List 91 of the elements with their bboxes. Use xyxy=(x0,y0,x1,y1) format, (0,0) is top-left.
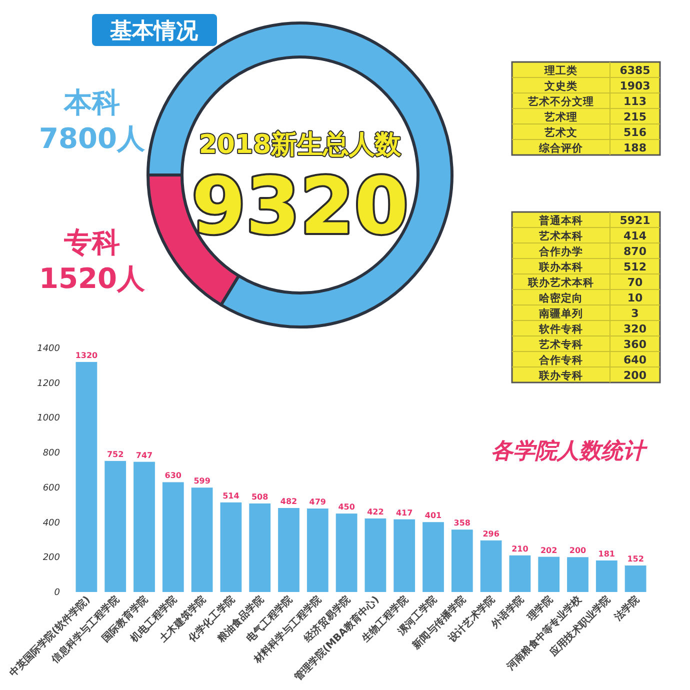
bar xyxy=(76,362,98,592)
data-label: 3 xyxy=(631,307,639,320)
y-tick-label: 600 xyxy=(42,483,60,494)
data-label: 1520人 xyxy=(39,262,146,295)
y-tick-label: 200 xyxy=(42,553,60,564)
data-label: 5921 xyxy=(620,214,650,227)
bar xyxy=(538,556,560,592)
category-label: 艺术文 xyxy=(544,126,578,139)
category-label: 艺术不分文理 xyxy=(527,95,594,108)
category-label: 综合评价 xyxy=(538,142,584,154)
data-label: 640 xyxy=(624,354,647,366)
data-label: 508 xyxy=(252,492,269,502)
data-label: 516 xyxy=(624,126,647,139)
bar xyxy=(509,555,531,592)
y-tick-label: 400 xyxy=(42,518,60,528)
bar xyxy=(104,460,126,592)
category-label: 理工类 xyxy=(544,64,578,77)
data-label: 747 xyxy=(136,450,153,460)
category-label: 普通本科 xyxy=(538,214,583,227)
bar xyxy=(596,560,618,592)
data-label: 152 xyxy=(627,554,644,564)
data-label: 479 xyxy=(309,498,326,507)
data-label: 482 xyxy=(280,496,298,506)
bar xyxy=(422,522,444,592)
category-label: 联办本科 xyxy=(538,260,583,274)
data-label: 417 xyxy=(396,508,413,518)
data-label: 210 xyxy=(512,544,529,554)
data-label: 200 xyxy=(624,369,647,382)
bar xyxy=(336,514,358,592)
y-tick-label: 800 xyxy=(42,448,60,459)
text: 2018新生总人数 xyxy=(198,130,402,160)
bar xyxy=(451,530,473,592)
category-label: 南疆单列 xyxy=(538,307,583,320)
chart-title: 基本情况 xyxy=(109,19,199,44)
bar xyxy=(249,503,271,592)
bar xyxy=(191,488,213,592)
data-label: 1903 xyxy=(620,80,650,92)
data-label: 514 xyxy=(222,491,240,500)
data-label: 599 xyxy=(194,476,211,486)
category-label: 艺术本科 xyxy=(538,230,583,242)
data-label: 10 xyxy=(627,292,643,304)
data-label: 752 xyxy=(107,450,124,459)
bar xyxy=(364,518,386,592)
category-label: 合作办学 xyxy=(538,245,583,258)
text: 各学院人数统计 xyxy=(491,438,648,464)
data-label: 870 xyxy=(624,245,647,258)
y-tick-label: 1400 xyxy=(37,344,60,354)
y-tick-label: 1000 xyxy=(37,414,60,424)
category-label: 艺术理 xyxy=(544,110,578,124)
bar xyxy=(480,540,502,592)
y-tick-label: 1200 xyxy=(37,378,60,389)
data-label: 414 xyxy=(624,230,647,242)
bar xyxy=(624,566,646,592)
bar xyxy=(567,557,588,592)
bar xyxy=(162,482,184,592)
slice-label: 专科 xyxy=(63,226,120,259)
category-label: 软件专科 xyxy=(538,322,583,336)
bar xyxy=(306,508,328,592)
bar xyxy=(134,462,155,592)
category-label: 联办艺术本科 xyxy=(527,276,594,289)
data-label: 202 xyxy=(540,546,558,555)
data-label: 320 xyxy=(624,322,647,336)
category-label: 哈密定向 xyxy=(539,292,583,304)
x-tick-label: 法学院 xyxy=(611,594,642,624)
data-label: 630 xyxy=(164,471,182,480)
data-label: 512 xyxy=(624,260,646,274)
data-label: 360 xyxy=(624,338,647,351)
bar xyxy=(220,502,242,592)
data-label: 181 xyxy=(598,549,616,558)
slice-label: 本科 xyxy=(63,86,120,119)
bar xyxy=(278,508,300,592)
data-label: 200 xyxy=(569,546,587,556)
category-label: 文史类 xyxy=(544,80,578,92)
data-label: 215 xyxy=(624,110,646,124)
data-label: 296 xyxy=(482,529,500,538)
bar xyxy=(394,519,416,592)
data-label: 358 xyxy=(454,518,471,528)
category-label: 合作专科 xyxy=(538,354,583,366)
category-label: 艺术专科 xyxy=(538,338,583,351)
y-tick-label: 0 xyxy=(54,588,60,598)
text: 9320 xyxy=(191,162,409,252)
data-label: 401 xyxy=(424,511,442,520)
data-label: 188 xyxy=(624,142,646,154)
data-label: 70 xyxy=(627,276,643,289)
data-label: 6385 xyxy=(620,64,650,77)
data-label: 7800人 xyxy=(39,122,146,155)
data-label: 422 xyxy=(367,507,384,516)
data-label: 113 xyxy=(624,95,646,108)
data-label: 450 xyxy=(338,502,356,512)
data-label: 1320 xyxy=(75,350,98,360)
category-label: 联办专科 xyxy=(538,369,583,382)
